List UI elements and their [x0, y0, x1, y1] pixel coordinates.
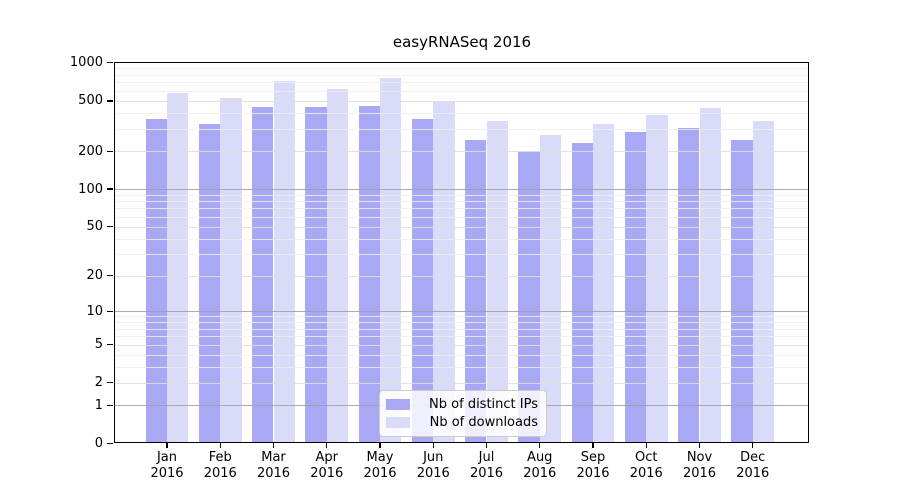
y-tick-mark — [107, 62, 113, 64]
y-tick-mark — [107, 188, 113, 190]
y-tick-mark — [107, 404, 113, 406]
y-tick-label: 0 — [94, 435, 103, 451]
y-tick-mark — [107, 310, 113, 312]
x-tick-mark — [539, 443, 541, 448]
x-tick-label: Nov 2016 — [682, 450, 717, 481]
y-tick-mark — [107, 150, 113, 152]
plot-frame — [114, 62, 809, 443]
x-tick-label: Aug 2016 — [523, 450, 557, 481]
y-tick-mark — [107, 100, 113, 102]
chart-title: easyRNASeq 2016 — [392, 33, 532, 51]
y-tick-mark — [107, 382, 113, 384]
x-tick-mark — [166, 443, 168, 448]
x-tick-mark — [272, 443, 275, 448]
x-tick-label: Dec 2016 — [736, 450, 770, 481]
y-tick-label: 200 — [78, 143, 103, 159]
legend: Nb of distinct IPs Nb of downloads — [379, 390, 547, 437]
legend-swatch-distinct-ips — [386, 398, 410, 410]
y-tick-label: 1 — [94, 397, 103, 413]
y-tick-label: 50 — [86, 219, 103, 235]
x-tick-mark — [326, 443, 328, 448]
x-tick-label: Jun 2016 — [416, 450, 450, 481]
y-tick-label: 20 — [86, 268, 103, 284]
x-tick-mark — [485, 443, 488, 448]
x-tick-mark — [645, 443, 647, 448]
y-tick-mark — [107, 442, 113, 444]
y-tick-label: 5 — [94, 337, 103, 353]
y-tick-label: 10 — [86, 303, 103, 319]
x-tick-label: Oct 2016 — [629, 450, 663, 481]
x-tick-label: Sep 2016 — [576, 450, 610, 481]
legend-swatch-downloads — [386, 417, 410, 429]
y-tick-label: 1000 — [69, 55, 103, 71]
legend-label-distinct-ips: Nb of distinct IPs — [429, 396, 538, 412]
y-tick-mark — [107, 343, 113, 346]
x-tick-label: Jan 2016 — [150, 450, 184, 481]
x-tick-mark — [219, 443, 221, 448]
y-tick-label: 100 — [78, 181, 103, 197]
x-tick-label: Feb 2016 — [203, 450, 237, 481]
y-tick-label: 500 — [78, 93, 103, 109]
x-tick-label: Jul 2016 — [469, 450, 504, 481]
legend-item-distinct-ips: Nb of distinct IPs — [386, 397, 538, 412]
y-tick-mark — [107, 226, 113, 228]
x-tick-mark — [698, 443, 701, 448]
y-tick-mark — [107, 274, 113, 277]
x-tick-mark — [752, 443, 754, 448]
x-tick-mark — [379, 443, 381, 448]
y-tick-label: 2 — [94, 375, 103, 391]
x-tick-label: May 2016 — [363, 450, 397, 481]
x-tick-mark — [432, 443, 434, 448]
legend-item-downloads: Nb of downloads — [386, 415, 538, 430]
legend-label-downloads: Nb of downloads — [429, 415, 538, 431]
x-tick-label: Apr 2016 — [310, 450, 344, 481]
x-tick-label: Mar 2016 — [256, 450, 291, 481]
x-tick-mark — [592, 443, 594, 448]
